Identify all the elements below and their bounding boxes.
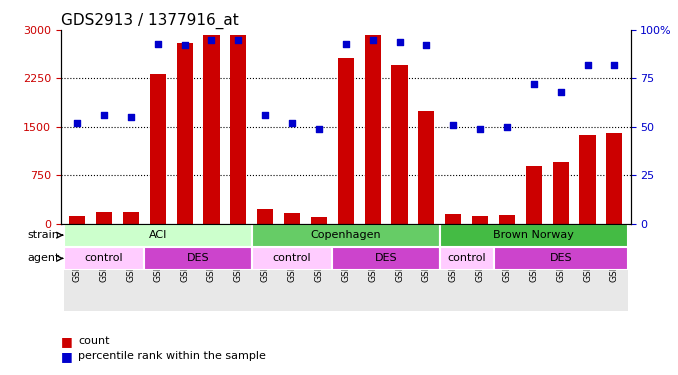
Text: ■: ■ — [61, 350, 73, 363]
Bar — [117, 224, 144, 310]
Bar — [580, 135, 595, 224]
Bar — [198, 224, 225, 310]
Bar — [311, 217, 327, 223]
Bar — [171, 224, 198, 310]
Bar — [365, 35, 381, 224]
Bar — [252, 224, 279, 310]
Point — [609, 62, 620, 68]
Text: Brown Norway: Brown Norway — [494, 230, 574, 240]
Bar — [69, 216, 85, 223]
FancyBboxPatch shape — [440, 224, 628, 247]
Text: count: count — [78, 336, 109, 346]
Text: strain: strain — [28, 230, 60, 240]
Bar — [91, 224, 117, 310]
Bar — [64, 224, 91, 310]
Bar — [574, 224, 601, 310]
Text: agent: agent — [27, 254, 60, 263]
Bar — [466, 224, 494, 310]
Text: ■: ■ — [61, 335, 73, 348]
Bar — [359, 224, 386, 310]
Bar — [525, 166, 542, 224]
Point — [72, 120, 83, 126]
Point — [153, 40, 163, 46]
Text: control: control — [447, 254, 486, 263]
Bar — [279, 224, 306, 310]
FancyBboxPatch shape — [252, 224, 440, 247]
Bar — [123, 212, 139, 223]
FancyBboxPatch shape — [64, 247, 144, 270]
FancyBboxPatch shape — [332, 247, 440, 270]
Point — [179, 42, 190, 48]
Bar — [96, 212, 112, 223]
Bar — [440, 224, 466, 310]
Text: control: control — [273, 254, 311, 263]
Bar — [413, 224, 440, 310]
Point — [502, 124, 513, 130]
FancyBboxPatch shape — [440, 247, 494, 270]
Bar — [418, 111, 435, 224]
Bar — [472, 216, 488, 223]
Point — [287, 120, 298, 126]
Point — [125, 114, 136, 120]
Bar — [332, 224, 359, 310]
Text: DES: DES — [549, 254, 572, 263]
Point — [555, 89, 566, 95]
Text: ACI: ACI — [148, 230, 167, 240]
Bar — [225, 224, 252, 310]
Bar — [338, 58, 354, 223]
Bar — [231, 35, 246, 224]
FancyBboxPatch shape — [252, 247, 332, 270]
Bar — [144, 224, 171, 310]
Bar — [257, 209, 273, 224]
FancyBboxPatch shape — [494, 247, 628, 270]
Text: control: control — [85, 254, 123, 263]
Text: GDS2913 / 1377916_at: GDS2913 / 1377916_at — [61, 12, 239, 28]
Point — [206, 37, 217, 43]
Text: DES: DES — [186, 254, 210, 263]
Point — [367, 37, 378, 43]
Text: percentile rank within the sample: percentile rank within the sample — [78, 351, 266, 361]
Point — [260, 112, 271, 118]
Bar — [521, 224, 547, 310]
Point — [98, 112, 109, 118]
Bar — [306, 224, 332, 310]
Bar — [553, 162, 569, 224]
Point — [340, 40, 351, 46]
Bar — [547, 224, 574, 310]
Point — [313, 126, 324, 132]
Bar — [606, 133, 622, 224]
Bar — [445, 214, 461, 223]
Point — [394, 39, 405, 45]
Point — [475, 126, 485, 132]
Bar — [494, 224, 521, 310]
Text: DES: DES — [375, 254, 397, 263]
Bar — [386, 224, 413, 310]
FancyBboxPatch shape — [144, 247, 252, 270]
Point — [528, 81, 539, 87]
FancyBboxPatch shape — [64, 224, 252, 247]
Point — [421, 42, 432, 48]
Bar — [284, 213, 300, 223]
Bar — [499, 214, 515, 223]
Bar — [176, 43, 193, 224]
Point — [233, 37, 244, 43]
Bar — [601, 224, 628, 310]
Point — [582, 62, 593, 68]
Point — [447, 122, 458, 128]
Text: Copenhagen: Copenhagen — [311, 230, 381, 240]
Bar — [150, 74, 166, 224]
Bar — [203, 35, 220, 224]
Bar — [391, 65, 407, 224]
